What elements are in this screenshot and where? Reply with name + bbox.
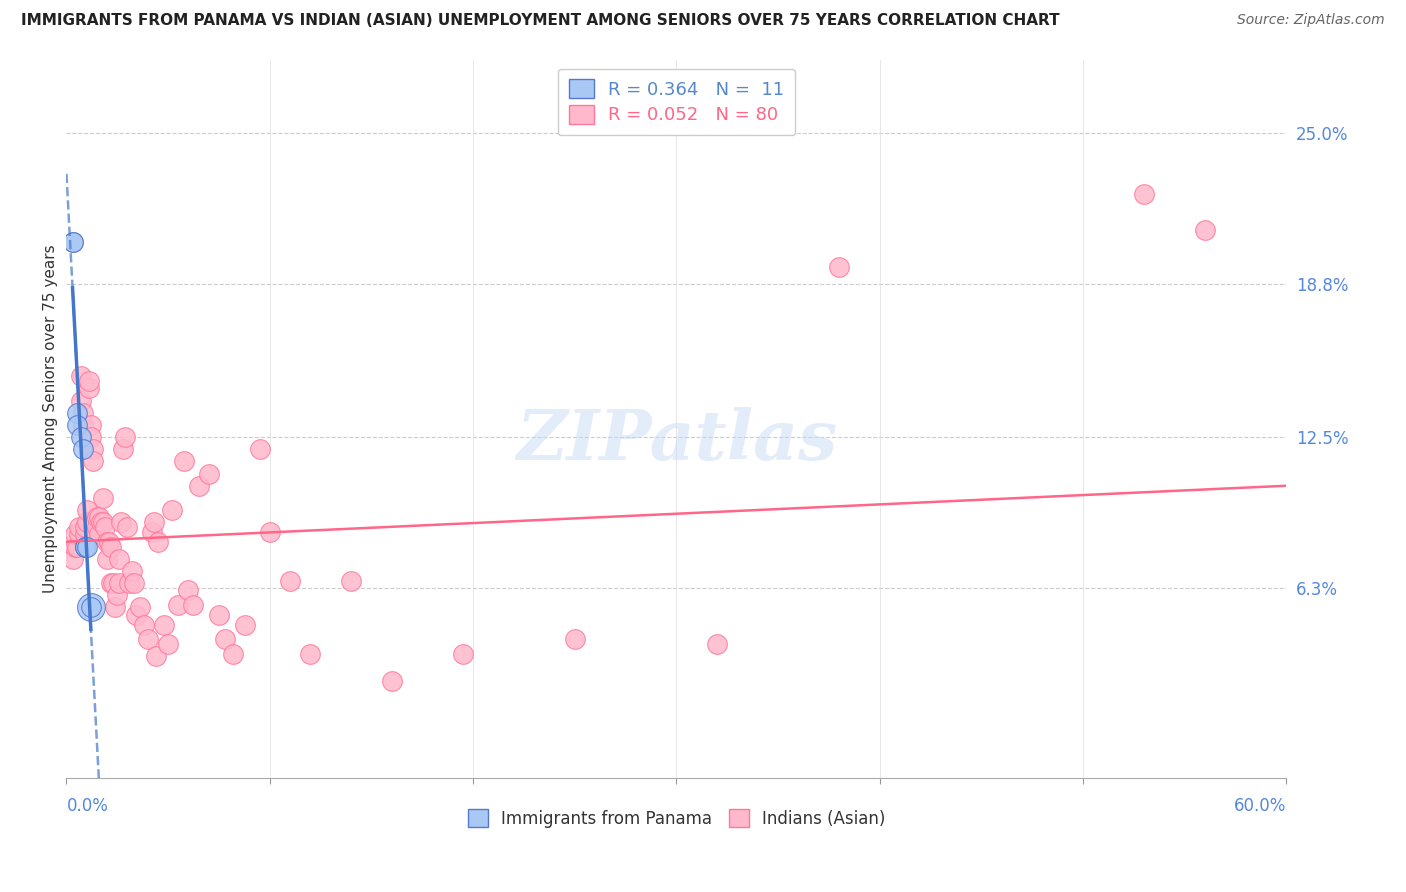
Text: Source: ZipAtlas.com: Source: ZipAtlas.com (1237, 13, 1385, 28)
Point (90, 515, 112, 529)
Point (121, 564, 143, 578)
Point (451, 647, 474, 661)
Point (84, 515, 107, 529)
Point (67, 527, 90, 541)
Point (62, 235, 84, 250)
Point (381, 673, 404, 688)
Point (340, 574, 363, 588)
Point (86, 510, 108, 524)
Text: ZIPatlas: ZIPatlas (516, 407, 837, 474)
Point (94, 520, 117, 534)
Point (249, 442, 271, 457)
Point (1194, 223, 1216, 237)
Point (80, 417, 103, 432)
Point (177, 583, 200, 598)
Point (110, 515, 132, 529)
Point (77, 381, 100, 395)
Point (65, 417, 87, 432)
Y-axis label: Unemployment Among Seniors over 75 years: Unemployment Among Seniors over 75 years (44, 244, 58, 593)
Point (235, 617, 257, 632)
Point (76, 503, 98, 517)
Point (87, 510, 110, 524)
Point (63, 527, 86, 541)
Point (197, 467, 219, 481)
Point (114, 430, 136, 444)
Point (82, 442, 104, 457)
Point (96, 534, 118, 549)
Point (105, 588, 128, 602)
Point (108, 551, 131, 566)
Text: IMMIGRANTS FROM PANAMA VS INDIAN (ASIAN) UNEMPLOYMENT AMONG SENIORS OVER 75 YEAR: IMMIGRANTS FROM PANAMA VS INDIAN (ASIAN)… (21, 13, 1060, 29)
Point (65, 406, 87, 420)
Point (124, 607, 146, 622)
Point (72, 442, 94, 457)
Point (73, 540, 96, 554)
Point (141, 524, 163, 539)
Text: 60.0%: 60.0% (1234, 797, 1286, 815)
Point (73, 527, 96, 541)
Point (214, 632, 236, 647)
Point (103, 576, 125, 591)
Point (72, 417, 94, 432)
Point (157, 637, 180, 651)
Point (91, 515, 114, 529)
Point (77, 374, 100, 388)
Point (62, 235, 84, 250)
Point (828, 260, 851, 274)
Point (278, 574, 301, 588)
Point (187, 479, 209, 493)
Point (73, 540, 96, 554)
Point (146, 534, 169, 549)
Point (76, 540, 98, 554)
Point (1133, 186, 1156, 201)
Point (69, 369, 91, 384)
Point (181, 598, 204, 612)
Point (69, 430, 91, 444)
Point (86, 520, 108, 534)
Point (122, 576, 145, 591)
Point (108, 576, 131, 591)
Point (87, 527, 110, 541)
Point (128, 600, 150, 615)
Point (299, 647, 322, 661)
Point (80, 430, 103, 444)
Point (160, 503, 183, 517)
Point (112, 442, 135, 457)
Point (67, 520, 90, 534)
Point (73, 520, 96, 534)
Point (84, 527, 107, 541)
Point (100, 576, 122, 591)
Text: 0.0%: 0.0% (66, 797, 108, 815)
Point (91, 491, 114, 505)
Point (72, 406, 94, 420)
Point (80, 600, 103, 615)
Point (136, 632, 159, 647)
Point (100, 540, 122, 554)
Point (222, 647, 245, 661)
Point (173, 454, 195, 468)
Point (706, 637, 728, 651)
Point (208, 607, 231, 622)
Legend: R = 0.364   N =  11, R = 0.052   N = 80: R = 0.364 N = 11, R = 0.052 N = 80 (558, 69, 796, 136)
Point (63, 540, 86, 554)
Point (98, 534, 121, 549)
Point (82, 454, 104, 468)
Point (104, 600, 127, 615)
Point (153, 617, 176, 632)
Point (118, 576, 141, 591)
Point (96, 551, 118, 566)
Point (117, 520, 139, 534)
Point (76, 515, 98, 529)
Point (65, 540, 87, 554)
Point (62, 551, 84, 566)
Point (259, 524, 281, 539)
Point (80, 600, 103, 615)
Point (167, 598, 190, 612)
Point (145, 649, 167, 664)
Point (564, 632, 586, 647)
Point (142, 515, 165, 529)
Point (69, 393, 91, 408)
Point (132, 617, 155, 632)
